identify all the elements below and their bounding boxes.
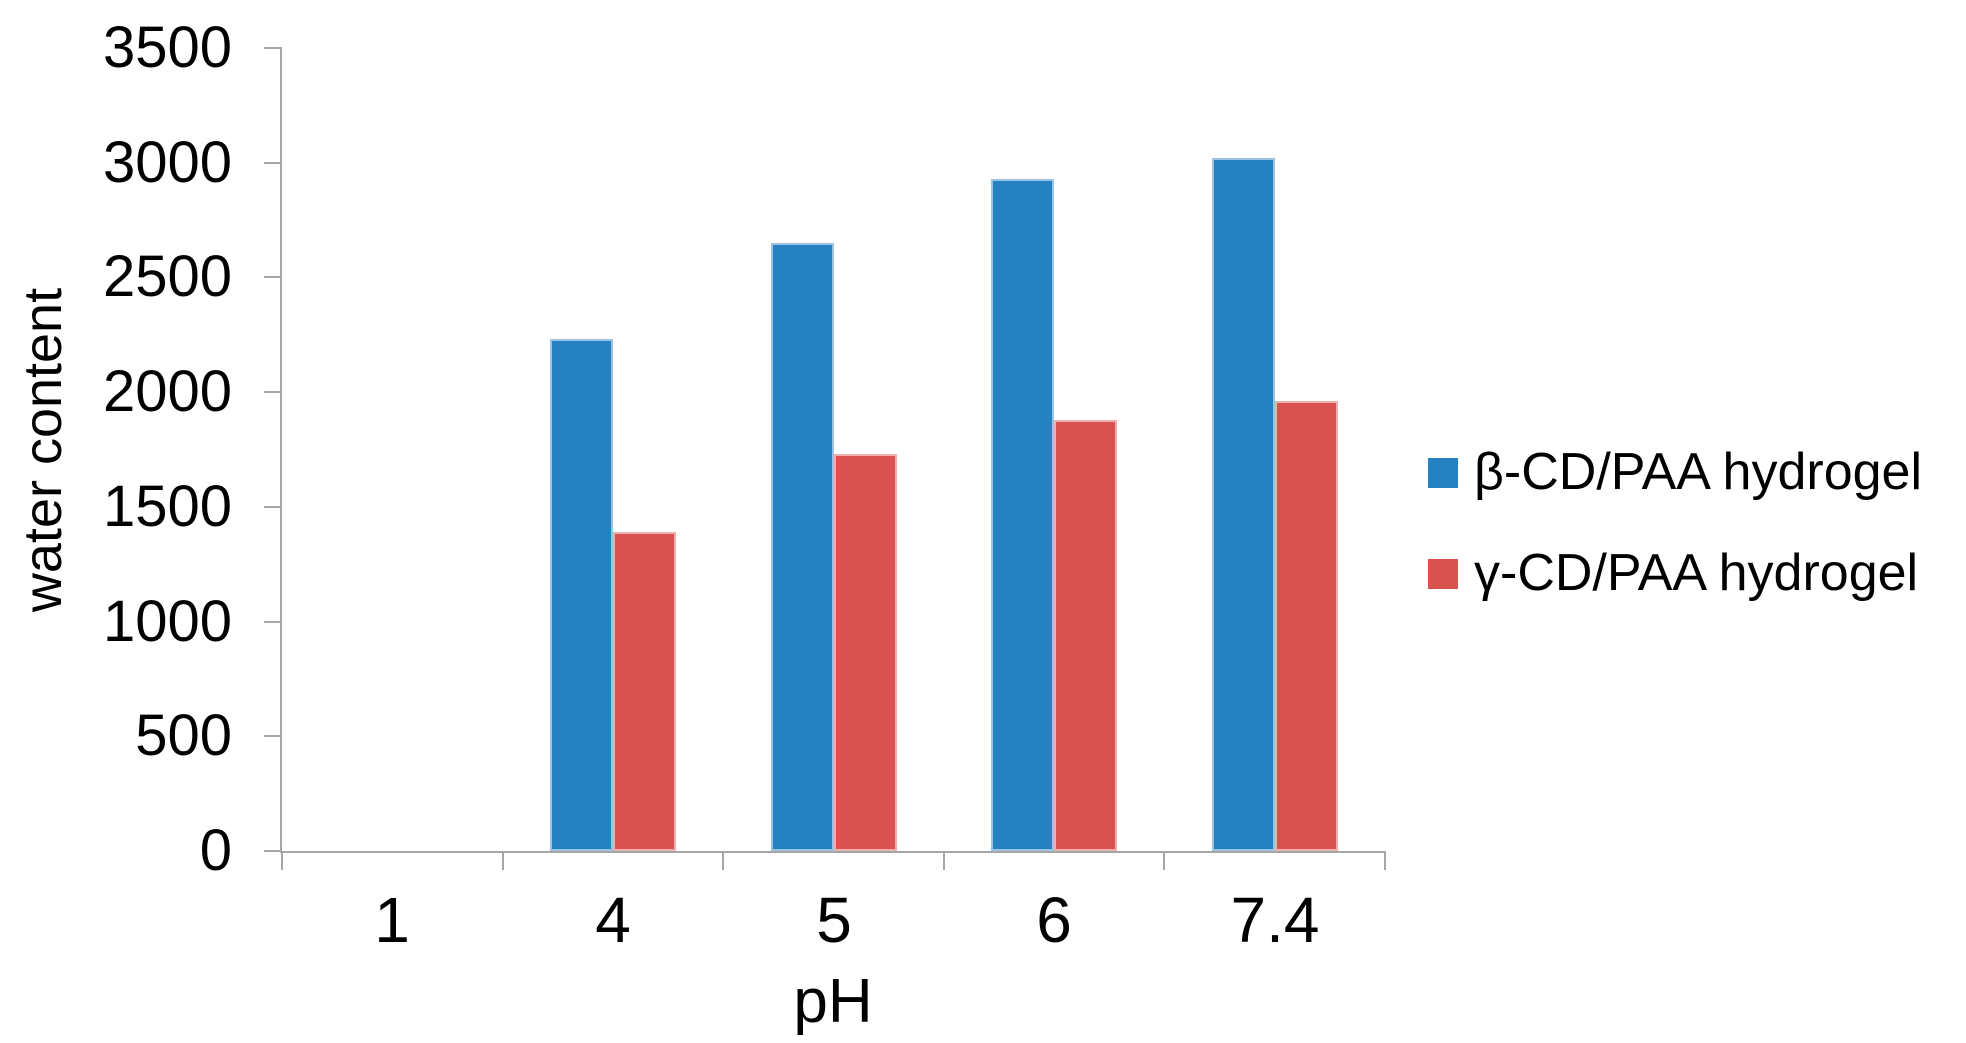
legend-item-beta-cd-paa: β-CD/PAA hydrogel [1428, 443, 1923, 501]
x-tick-3 [943, 851, 945, 870]
y-tick-label-1000: 1000 [102, 589, 232, 654]
bar-gamma-cd-paa-ph-6 [1054, 420, 1117, 851]
x-tick-1 [502, 851, 504, 870]
legend-label-beta-cd-paa: β-CD/PAA hydrogel [1474, 443, 1923, 501]
x-tick-2 [722, 851, 724, 870]
x-tick-label-5: 5 [816, 884, 852, 956]
bar-gamma-cd-paa-ph-7.4 [1275, 401, 1338, 851]
y-tick-500 [264, 735, 282, 737]
x-tick-4 [1163, 851, 1165, 870]
bar-beta-cd-paa-ph-7.4 [1212, 158, 1275, 851]
bar-beta-cd-paa-ph-5 [771, 243, 834, 851]
y-tick-1000 [264, 621, 282, 623]
bar-gamma-cd-paa-ph-5 [834, 454, 897, 851]
y-tick-label-3000: 3000 [102, 130, 232, 195]
x-tick-label-1: 1 [374, 884, 410, 956]
legend-swatch-beta-cd-paa-icon [1428, 457, 1458, 488]
x-tick-5 [1384, 851, 1386, 870]
y-tick-label-0: 0 [199, 818, 232, 883]
x-axis-title: pH [793, 967, 873, 1036]
y-tick-1500 [264, 506, 282, 508]
y-tick-3500 [264, 47, 282, 49]
legend-swatch-gamma-cd-paa-icon [1428, 558, 1458, 589]
y-tick-label-500: 500 [135, 703, 232, 768]
x-tick-label-6: 6 [1036, 884, 1072, 956]
plot-area: 0 500 1000 1500 2000 2500 3000 3500 1 4 5 6 7.4 [103, 16, 1386, 953]
x-tick-0 [281, 851, 283, 870]
bar-beta-cd-paa-ph-4 [550, 339, 613, 851]
y-tick-label-2500: 2500 [102, 244, 232, 309]
x-tick-label-4: 4 [595, 884, 631, 956]
legend-label-gamma-cd-paa: γ-CD/PAA hydrogel [1474, 544, 1919, 603]
y-tick-label-1500: 1500 [102, 474, 232, 539]
y-tick-0 [264, 850, 282, 852]
y-axis-title: water content [13, 287, 73, 613]
y-tick-label-3500: 3500 [102, 15, 232, 80]
legend-item-gamma-cd-paa: γ-CD/PAA hydrogel [1428, 544, 1922, 603]
y-tick-3000 [264, 162, 282, 164]
y-tick-label-2000: 2000 [102, 359, 232, 424]
y-tick-2000 [264, 391, 282, 393]
y-tick-2500 [264, 276, 282, 278]
legend: β-CD/PAA hydrogel γ-CD/PAA hydrogel [1428, 443, 1923, 603]
x-tick-label-7.4: 7.4 [1230, 884, 1320, 956]
bar-gamma-cd-paa-ph-4 [613, 532, 676, 851]
bar-beta-cd-paa-ph-6 [991, 179, 1054, 851]
